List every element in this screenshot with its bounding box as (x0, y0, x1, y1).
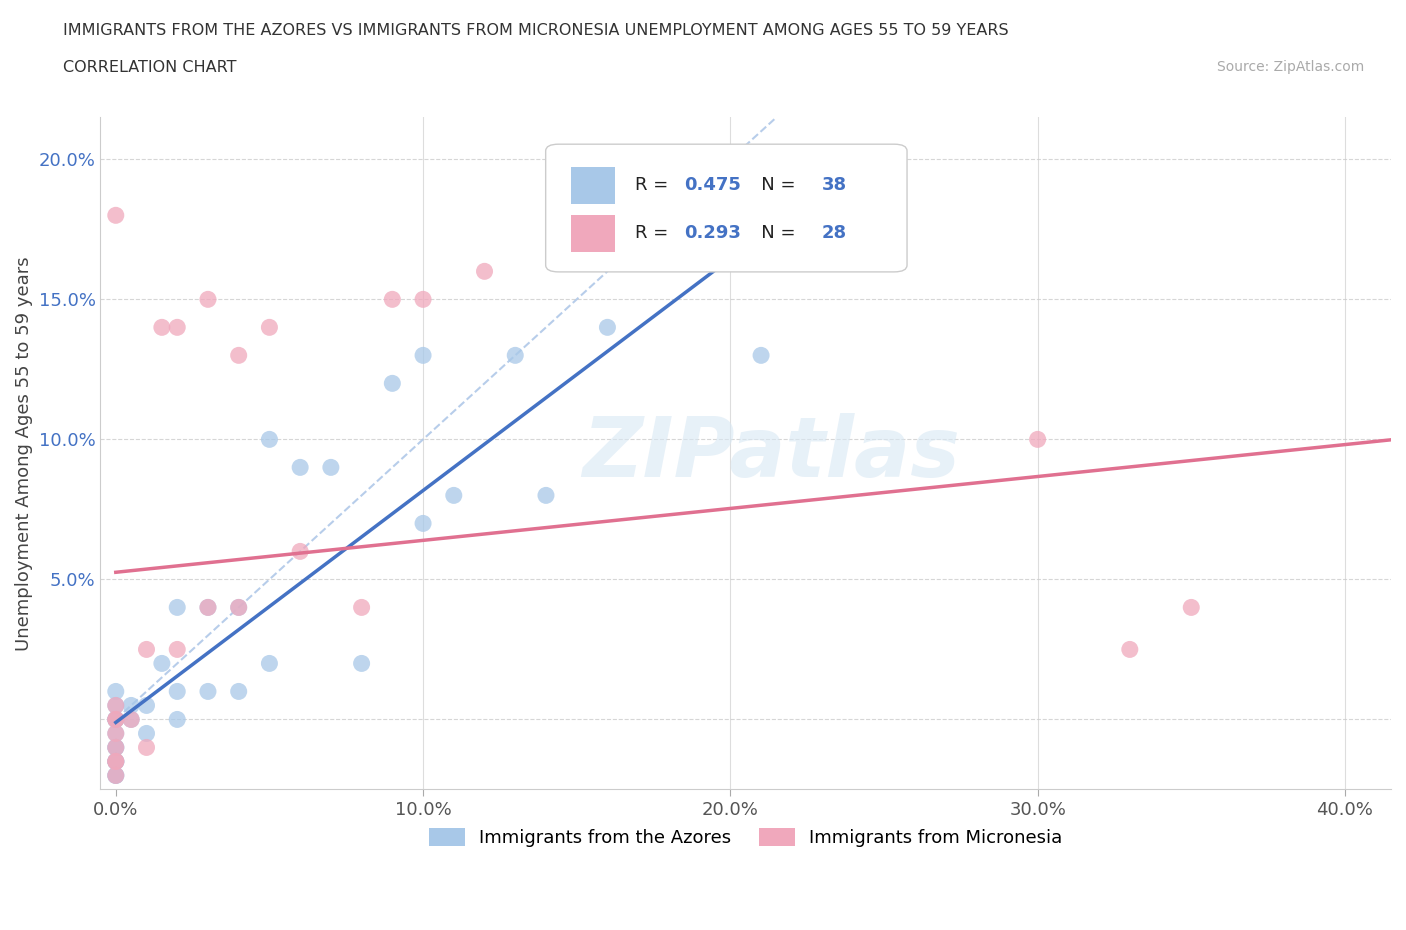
Point (1180, 600, 1202, 615)
Point (104, 712, 127, 727)
Point (412, 516, 434, 531)
Point (319, 460, 342, 475)
Point (288, 460, 311, 475)
Point (104, 740, 127, 755)
Point (443, 488, 465, 503)
Point (381, 292, 404, 307)
Point (135, 726, 157, 741)
Point (166, 642, 188, 657)
Point (135, 642, 157, 657)
Point (412, 292, 434, 307)
Point (534, 488, 557, 503)
Point (259, 320, 281, 335)
Text: 0.293: 0.293 (683, 224, 741, 242)
Text: R =: R = (634, 176, 673, 194)
Point (474, 264, 496, 279)
Point (412, 348, 434, 363)
Point (104, 754, 127, 769)
Y-axis label: Unemployment Among Ages 55 to 59 years: Unemployment Among Ages 55 to 59 years (15, 256, 32, 651)
Point (166, 712, 188, 727)
Bar (571, 215, 616, 252)
Point (104, 754, 127, 769)
Point (104, 712, 127, 727)
Point (197, 600, 219, 615)
Point (259, 656, 281, 671)
Point (104, 712, 127, 727)
Point (135, 740, 157, 755)
Point (1026, 432, 1049, 446)
Point (104, 768, 127, 783)
Text: CORRELATION CHART: CORRELATION CHART (63, 60, 236, 75)
Text: 38: 38 (823, 176, 846, 194)
Point (120, 712, 142, 727)
Point (104, 768, 127, 783)
Text: ZIPatlas: ZIPatlas (582, 413, 960, 494)
Point (166, 684, 188, 698)
Point (104, 754, 127, 769)
Point (381, 376, 404, 391)
Point (104, 726, 127, 741)
Point (503, 348, 526, 363)
Point (120, 698, 142, 713)
Point (228, 348, 250, 363)
Point (288, 544, 311, 559)
Point (104, 712, 127, 727)
Point (1119, 642, 1142, 657)
Text: IMMIGRANTS FROM THE AZORES VS IMMIGRANTS FROM MICRONESIA UNEMPLOYMENT AMONG AGES: IMMIGRANTS FROM THE AZORES VS IMMIGRANTS… (63, 23, 1010, 38)
Text: R =: R = (634, 224, 673, 242)
Point (350, 600, 373, 615)
Text: 28: 28 (823, 224, 846, 242)
Point (228, 600, 250, 615)
Point (197, 600, 219, 615)
Point (135, 698, 157, 713)
Point (104, 684, 127, 698)
Point (166, 320, 188, 335)
Text: Source: ZipAtlas.com: Source: ZipAtlas.com (1216, 60, 1364, 74)
Legend: Immigrants from the Azores, Immigrants from Micronesia: Immigrants from the Azores, Immigrants f… (422, 820, 1070, 855)
Point (197, 684, 219, 698)
Point (166, 600, 188, 615)
Point (104, 726, 127, 741)
Point (104, 754, 127, 769)
Point (104, 740, 127, 755)
Point (150, 320, 173, 335)
Text: 0.475: 0.475 (683, 176, 741, 194)
Point (197, 292, 219, 307)
Point (150, 656, 173, 671)
Point (104, 208, 127, 223)
Point (350, 656, 373, 671)
Point (104, 740, 127, 755)
Text: N =: N = (744, 224, 801, 242)
Text: N =: N = (744, 176, 801, 194)
Point (104, 768, 127, 783)
Point (120, 712, 142, 727)
Point (228, 600, 250, 615)
Point (228, 684, 250, 698)
Point (104, 698, 127, 713)
Point (259, 432, 281, 446)
Point (749, 348, 772, 363)
Point (104, 698, 127, 713)
Point (104, 754, 127, 769)
FancyBboxPatch shape (546, 144, 907, 272)
Point (104, 712, 127, 727)
Bar (571, 166, 616, 204)
Point (596, 320, 619, 335)
